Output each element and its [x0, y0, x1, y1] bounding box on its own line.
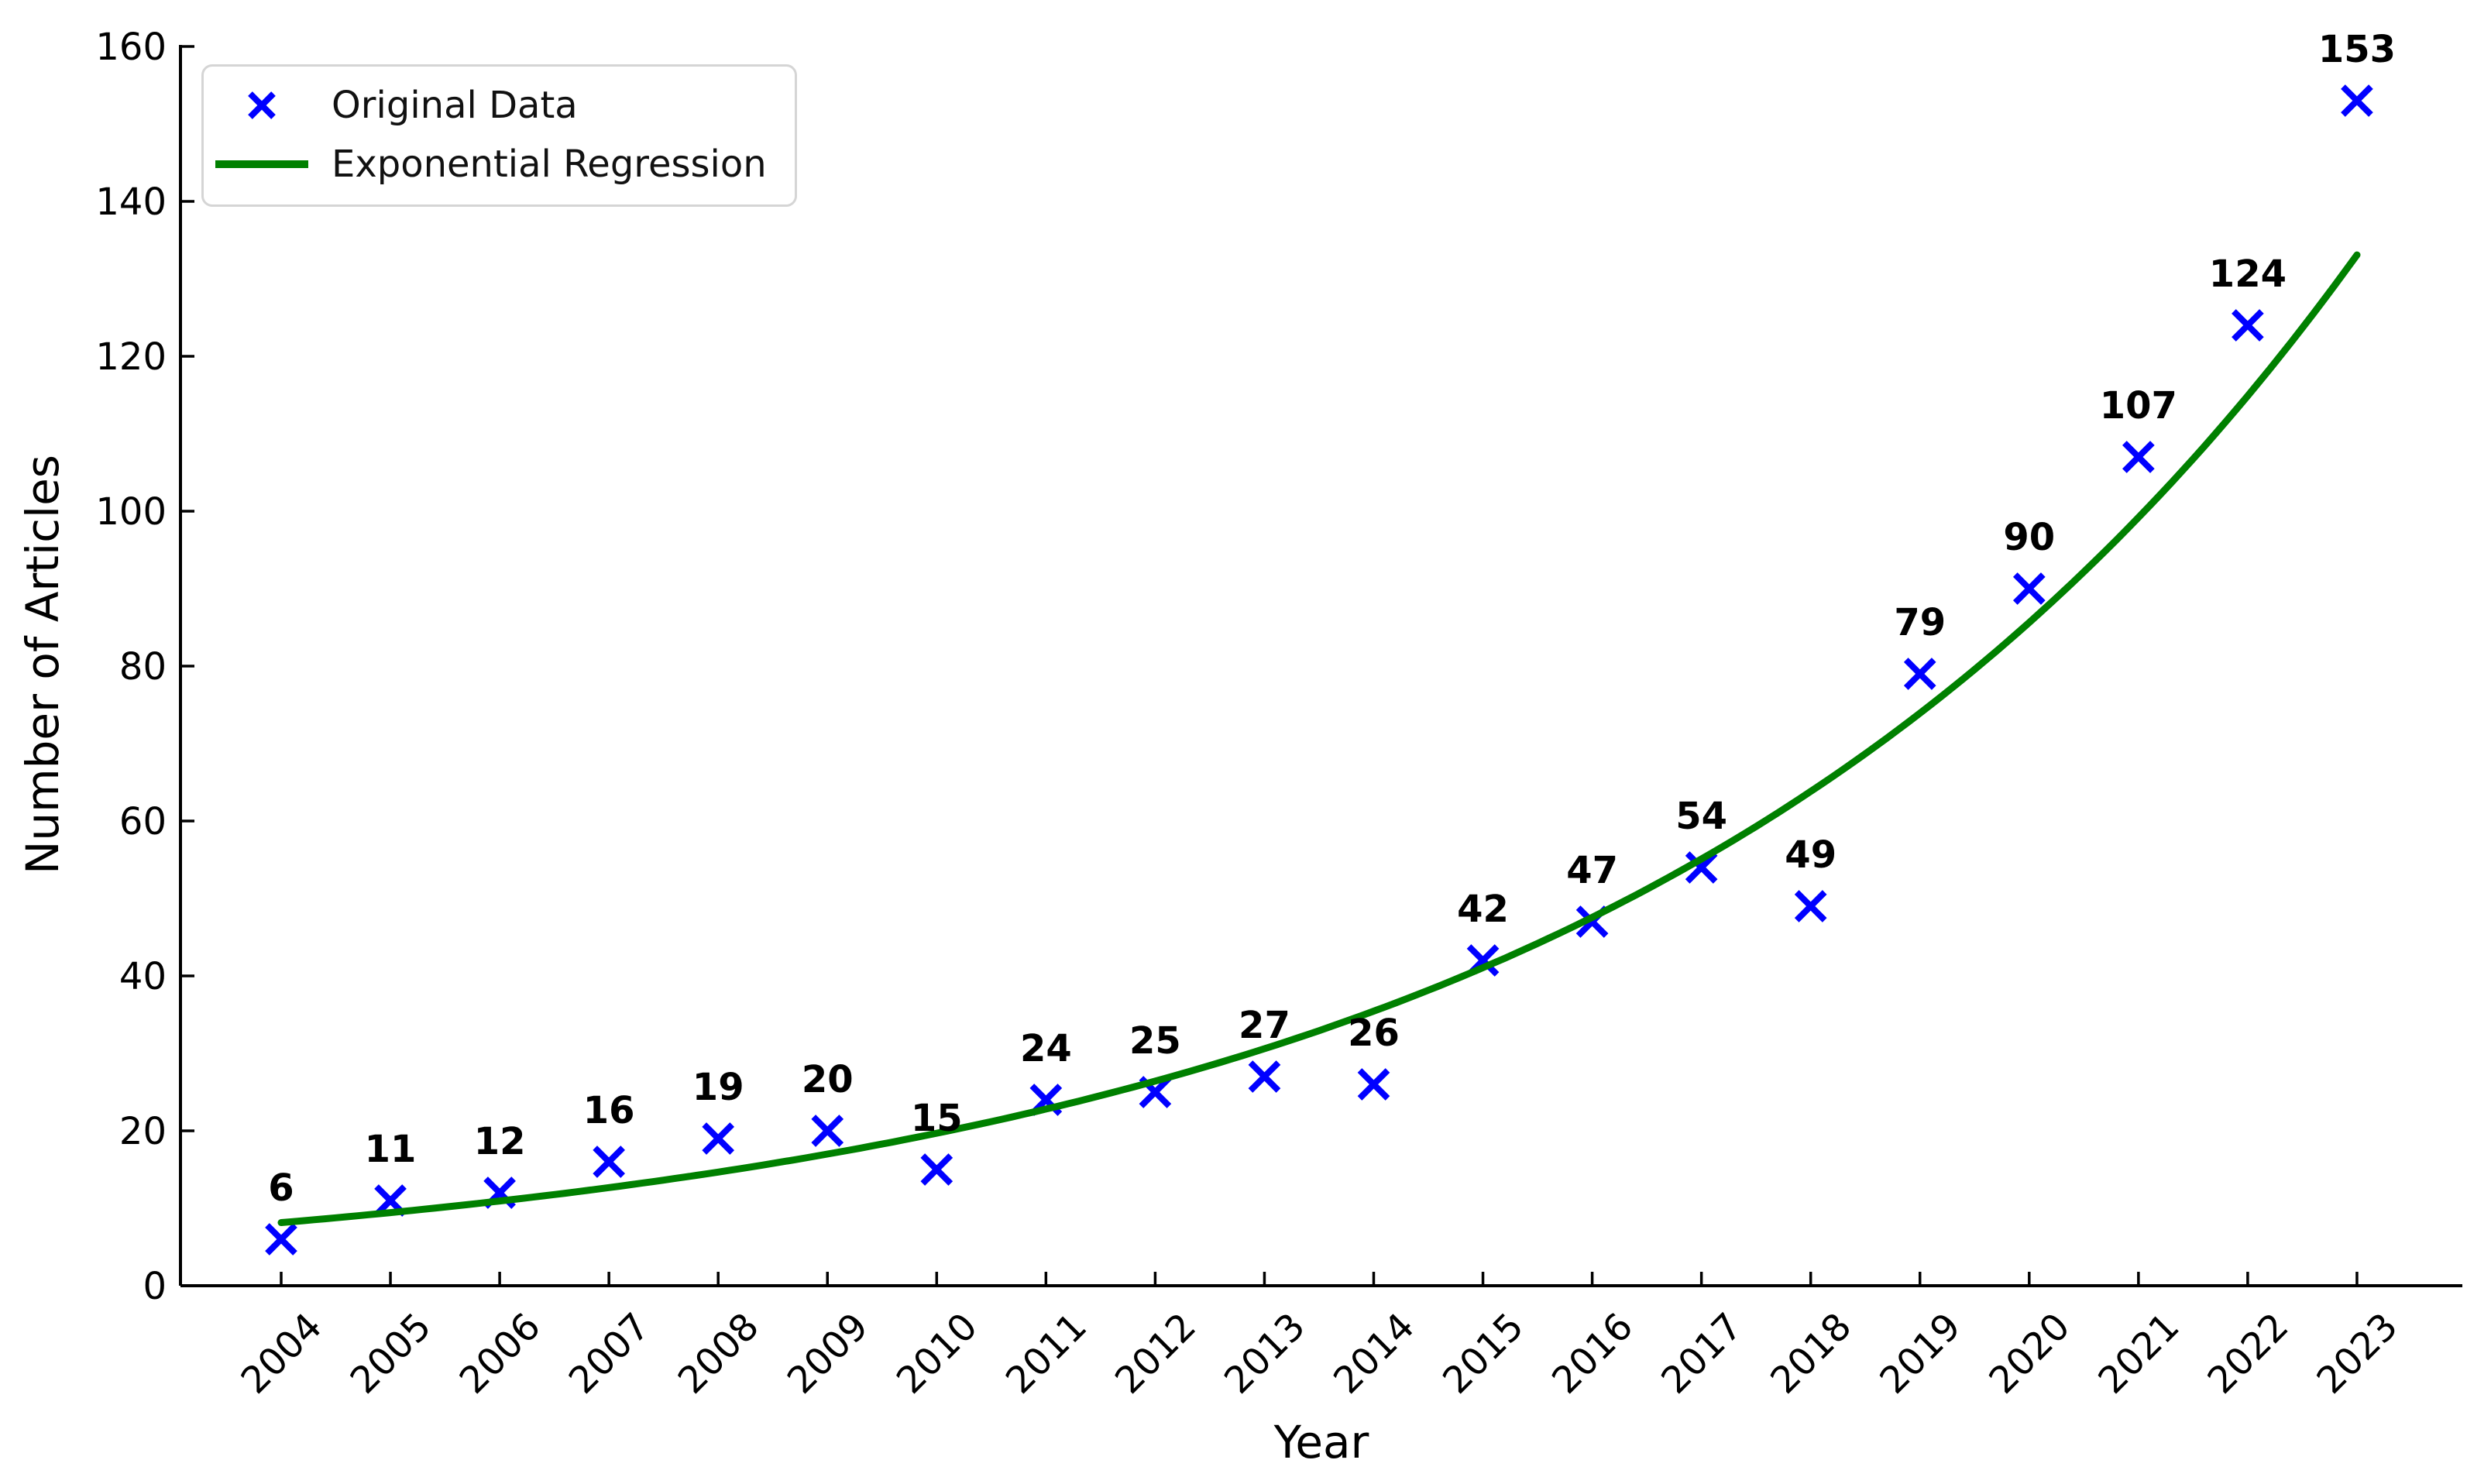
y-tick-label: 60: [119, 800, 167, 843]
x-tick-label: 2006: [452, 1305, 549, 1403]
x-tick-label: 2008: [670, 1305, 768, 1403]
y-axis-label: Number of Articles: [16, 454, 69, 875]
x-tick-label: 2007: [561, 1305, 658, 1403]
data-point-marker: [1357, 1068, 1390, 1101]
x-tick-label: 2018: [1762, 1305, 1860, 1403]
y-tick-label: 160: [95, 26, 167, 69]
x-tick-label: 2016: [1544, 1305, 1641, 1403]
data-point-marker: [920, 1153, 953, 1186]
legend-entry-exponential-regression: Exponential Regression: [204, 135, 767, 194]
data-point-marker: [1794, 890, 1827, 922]
legend: Original Data Exponential Regression: [201, 64, 797, 207]
data-point-label: 24: [1020, 1027, 1072, 1070]
data-point-label: 124: [2209, 252, 2287, 296]
data-point-label: 79: [1894, 601, 1946, 644]
x-tick-label: 2004: [233, 1305, 331, 1403]
data-point-label: 16: [583, 1089, 635, 1132]
data-point-marker: [2341, 84, 2373, 117]
y-tick-label: 120: [95, 335, 167, 379]
data-point-label: 11: [365, 1128, 417, 1171]
y-tick-label: 40: [119, 955, 167, 998]
data-point-marker: [1903, 658, 1936, 690]
x-tick-label: 2009: [779, 1305, 877, 1403]
x-tick-label: 2011: [998, 1305, 1095, 1403]
data-point-label: 20: [802, 1058, 854, 1101]
data-point-label: 15: [911, 1097, 963, 1140]
y-tick-label: 20: [119, 1110, 167, 1153]
x-tick-label: 2015: [1434, 1305, 1532, 1403]
x-tick-label: 2021: [2090, 1305, 2187, 1403]
data-point-label: 107: [2100, 384, 2177, 428]
data-point-marker: [2232, 309, 2264, 342]
data-point-label: 6: [268, 1166, 294, 1210]
y-tick-label: 140: [95, 180, 167, 224]
data-point-marker: [1248, 1060, 1281, 1093]
line-sample-icon: [204, 160, 320, 169]
x-tick-label: 2005: [342, 1305, 440, 1403]
x-tick-label: 2012: [1107, 1305, 1204, 1403]
data-point-marker: [265, 1223, 297, 1256]
data-point-marker: [2122, 441, 2155, 473]
data-point-label: 42: [1457, 888, 1509, 931]
data-point-label: 27: [1239, 1004, 1290, 1047]
data-point-marker: [811, 1115, 844, 1147]
data-point-label: 25: [1129, 1019, 1181, 1063]
x-axis-label: Year: [1273, 1416, 1369, 1469]
x-tick-label: 2023: [2309, 1305, 2407, 1403]
x-tick-label: 2019: [1871, 1305, 1969, 1403]
x-tick-label: 2017: [1653, 1305, 1751, 1403]
data-point-label: 90: [2003, 516, 2055, 559]
data-point-label: 12: [474, 1120, 526, 1163]
x-tick-label: 2010: [888, 1305, 986, 1403]
data-point-label: 19: [692, 1066, 744, 1109]
data-point-marker: [2012, 572, 2046, 605]
y-tick-label: 100: [95, 490, 167, 534]
data-point-marker: [1685, 851, 1718, 884]
x-marker-icon: [204, 88, 320, 123]
data-point-label: 54: [1675, 795, 1727, 838]
x-tick-label: 2014: [1325, 1305, 1423, 1403]
x-tick-label: 2020: [1981, 1305, 2078, 1403]
data-point-label: 26: [1348, 1012, 1400, 1055]
y-tick-label: 80: [119, 645, 167, 689]
legend-entry-original-data: Original Data: [204, 76, 767, 135]
y-tick-label: 0: [143, 1265, 167, 1308]
legend-label-exponential-regression: Exponential Regression: [332, 143, 767, 186]
regression-line: [277, 251, 2361, 1226]
x-tick-label: 2022: [2199, 1305, 2297, 1403]
data-point-label: 47: [1566, 849, 1618, 892]
x-tick-label: 2013: [1216, 1305, 1314, 1403]
legend-label-original-data: Original Data: [332, 84, 578, 127]
data-point-marker: [702, 1122, 735, 1155]
data-point-label: 49: [1785, 833, 1836, 877]
data-point-marker: [593, 1146, 625, 1178]
data-point-label: 153: [2318, 28, 2396, 71]
